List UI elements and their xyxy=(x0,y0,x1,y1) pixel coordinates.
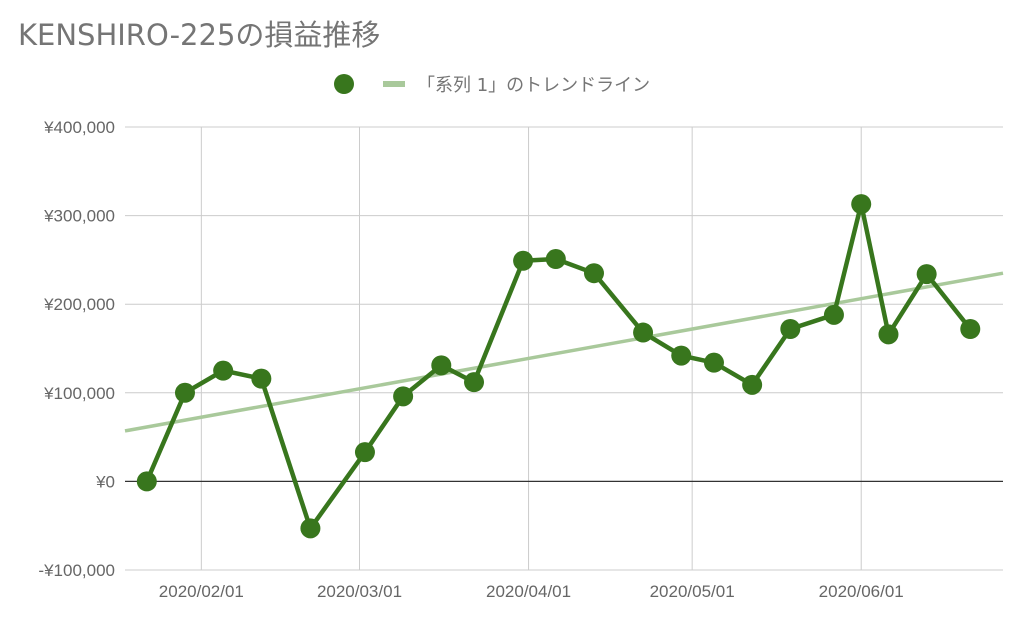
data-point xyxy=(300,518,321,539)
data-point xyxy=(174,382,195,403)
series-line xyxy=(144,201,973,531)
trendline xyxy=(124,271,1004,433)
data-point xyxy=(545,249,566,270)
y-tick-label: ¥400,000 xyxy=(43,118,115,137)
data-point xyxy=(671,345,692,366)
legend-marker-dot xyxy=(334,74,354,94)
data-point xyxy=(780,319,801,340)
x-tick-label: 2020/03/01 xyxy=(317,582,402,601)
data-point xyxy=(251,368,272,389)
data-point xyxy=(464,372,485,393)
data-point xyxy=(583,263,604,284)
x-tick-label: 2020/04/01 xyxy=(486,582,571,601)
data-point xyxy=(633,322,654,343)
data-point xyxy=(960,319,981,340)
data-point xyxy=(703,352,724,373)
y-tick-label: ¥0 xyxy=(95,472,115,491)
data-point xyxy=(878,324,899,345)
data-point xyxy=(823,304,844,325)
data-point xyxy=(136,471,157,492)
data-point xyxy=(742,374,763,395)
legend-item-trendline: 「系列 1」のトレンドライン xyxy=(383,70,650,98)
x-tick-label: 2020/06/01 xyxy=(819,582,904,601)
y-tick-label: -¥100,000 xyxy=(38,561,115,580)
data-point xyxy=(851,194,872,215)
legend-marker-line xyxy=(383,81,405,87)
x-tick-label: 2020/05/01 xyxy=(650,582,735,601)
legend-item-series-1 xyxy=(334,70,354,98)
y-tick-label: ¥200,000 xyxy=(43,295,115,314)
y-tick-label: ¥300,000 xyxy=(43,207,115,226)
data-point xyxy=(213,360,234,381)
x-tick-label: 2020/02/01 xyxy=(159,582,244,601)
data-point xyxy=(431,355,452,376)
y-tick-label: ¥100,000 xyxy=(43,384,115,403)
legend-label-trendline: 「系列 1」のトレンドライン xyxy=(417,75,651,96)
data-point xyxy=(916,264,937,285)
data-point xyxy=(354,442,375,463)
data-point xyxy=(513,250,534,271)
chart-title: KENSHIRO-225の損益推移 xyxy=(18,18,381,52)
legend: 「系列 1」のトレンドライン xyxy=(0,70,1017,98)
data-point xyxy=(393,386,414,407)
